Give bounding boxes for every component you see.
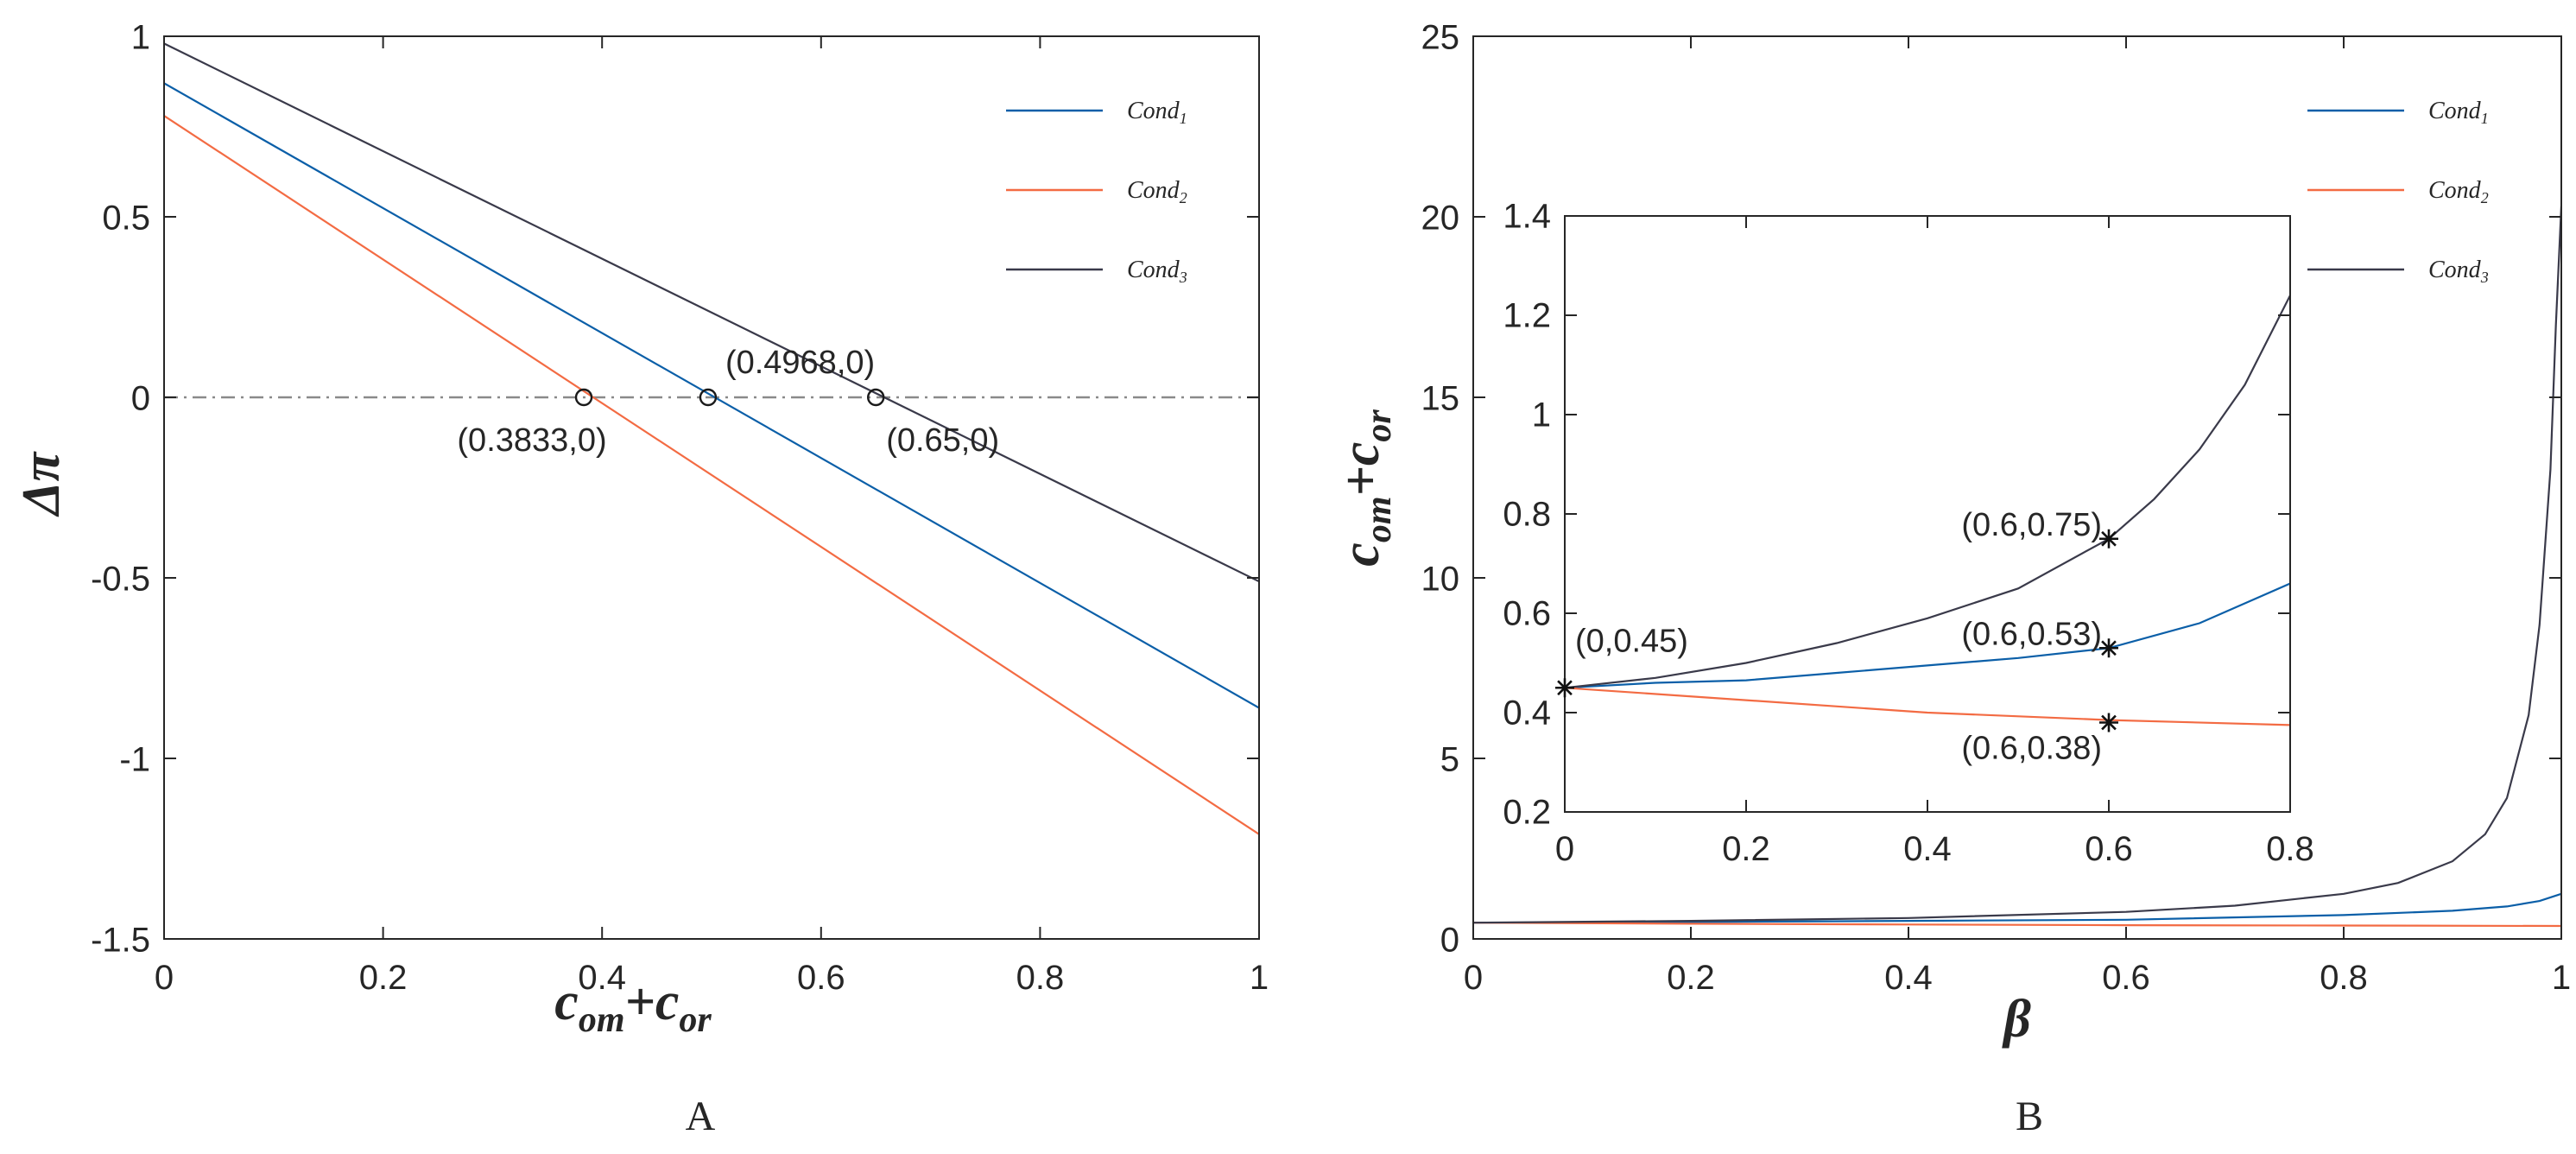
chart-b-x-tick-label: 0.2 (1667, 959, 1715, 997)
chart-a-series-cond3 (164, 42, 1259, 583)
chart-a-y-tick-label: -1 (119, 740, 150, 778)
inset-x-tick-label: 0.2 (1722, 830, 1770, 868)
inset-data-label: (0,0.45) (1575, 623, 1688, 659)
chart-a-intersection-marker (867, 388, 885, 407)
inset-y-tick-label: 1.4 (1503, 198, 1551, 236)
chart-b-y-tick-label: 15 (1421, 379, 1460, 417)
chart-a: (0.3833,0) (0.4968,0) (0.65,0) 0 0.2 0.4 0.6 0… (12, 18, 1269, 1139)
chart-a-x-tick-label: 0 (155, 959, 174, 997)
chart-b-x-tick-label: 0 (1464, 959, 1483, 997)
chart-a-y-tick-label: -0.5 (91, 560, 150, 598)
chart-b-series-cond2 (1473, 922, 2561, 928)
inset-marker-star (2101, 714, 2117, 731)
inset-y-tick-label: 0.4 (1503, 694, 1551, 732)
inset-y-tick-label: 1 (1532, 396, 1551, 434)
chart-b-series-cond1 (1473, 892, 2561, 924)
chart-a-series-cond1 (164, 82, 1259, 709)
chart-b-legend-label-cond3: Cond3 (2428, 257, 2489, 286)
chart-b-legend-label-cond2: Cond2 (2428, 177, 2489, 206)
inset-marker-star (1557, 680, 1573, 696)
chart-b-inset: 0 0.2 0.4 0.6 0.80.20.40.60.811.21.4 (0,0.45… (1503, 198, 2313, 868)
chart-a-x-axis-label: com+cor (554, 973, 712, 1040)
chart-a-data-label: (0.3833,0) (457, 422, 606, 459)
chart-a-x-tick-label: 0.8 (1016, 959, 1065, 997)
inset-series-cond3 (1565, 295, 2290, 689)
chart-b-axes-box (1472, 35, 2562, 940)
chart-a-intersection-marker (574, 388, 593, 407)
chart-a-axes-box (163, 35, 1260, 940)
inset-x-tick-label: 0.8 (2266, 830, 2314, 868)
inset-x-tick-label: 0.4 (1903, 830, 1952, 868)
inset-marker-star (2101, 530, 2117, 547)
inset-data-label: (0.6,0.75) (1961, 507, 2102, 543)
chart-a-x-tick-label: 0.4 (578, 959, 626, 997)
inset-data-label: (0.6,0.53) (1961, 616, 2102, 652)
chart-b-panel-label: B (2016, 1094, 2043, 1139)
inset-y-tick-label: 0.2 (1503, 794, 1551, 832)
chart-a-legend-label-cond3: Cond3 (1127, 257, 1187, 286)
inset-series-cond1 (1565, 582, 2290, 689)
inset-y-tick-label: 0.6 (1503, 595, 1551, 633)
chart-b-legend: Cond1 Cond2 Cond3 (2307, 98, 2489, 286)
chart-a-legend-label-cond1: Cond1 (1127, 98, 1187, 127)
chart-a-panel-label: A (686, 1094, 716, 1139)
chart-a-x-tick-label: 1 (1250, 959, 1269, 997)
chart-b-y-tick-label: 0 (1440, 921, 1459, 959)
chart-b-y-tick-label: 20 (1421, 199, 1460, 237)
chart-b-x-tick-label: 0.4 (1884, 959, 1933, 997)
chart-a-x-tick-label: 0.2 (359, 959, 408, 997)
inset-x-tick-label: 0 (1555, 830, 1574, 868)
chart-a-y-tick-label: 1 (131, 18, 150, 56)
inset-y-tick-label: 0.8 (1503, 496, 1551, 534)
chart-a-x-tick-label: 0.6 (797, 959, 845, 997)
inset-data-label: (0.6,0.38) (1961, 731, 2102, 767)
chart-a-legend: Cond1 Cond2 Cond3 (1006, 98, 1187, 286)
inset-series-cond2 (1565, 687, 2290, 726)
chart-b-y-tick-label: 5 (1440, 740, 1459, 778)
chart-a-data-label: (0.4968,0) (725, 345, 875, 381)
inset-y-tick-label: 1.2 (1503, 297, 1551, 335)
chart-b-x-axis-label: β (2002, 990, 2031, 1049)
chart-a-series-cond2 (164, 115, 1259, 835)
chart-a-y-tick-label: -1.5 (91, 921, 150, 959)
chart-b-legend-label-cond1: Cond1 (2428, 98, 2489, 127)
chart-a-intersection-marker (699, 388, 718, 407)
chart-a-legend-label-cond2: Cond2 (1127, 177, 1187, 206)
chart-a-y-tick-label: 0 (131, 379, 150, 417)
chart-a-y-tick-label: 0.5 (102, 199, 150, 237)
chart-b-x-tick-label: 1 (2552, 959, 2571, 997)
inset-marker-star (2101, 640, 2117, 656)
chart-b-x-tick-label: 0.8 (2320, 959, 2368, 997)
chart-b-y-axis-label: com+cor (1332, 409, 1399, 567)
chart-b-y-tick-label: 10 (1421, 560, 1460, 598)
chart-a-y-axis-label: Δπ (12, 450, 71, 517)
chart-b-y-tick-label: 25 (1421, 18, 1460, 56)
chart-b-series-cond3 (1473, 206, 2561, 924)
chart-a-data-label: (0.65,0) (886, 422, 999, 459)
chart-b-x-tick-label: 0.6 (2102, 959, 2150, 997)
inset-x-tick-label: 0.6 (2085, 830, 2133, 868)
